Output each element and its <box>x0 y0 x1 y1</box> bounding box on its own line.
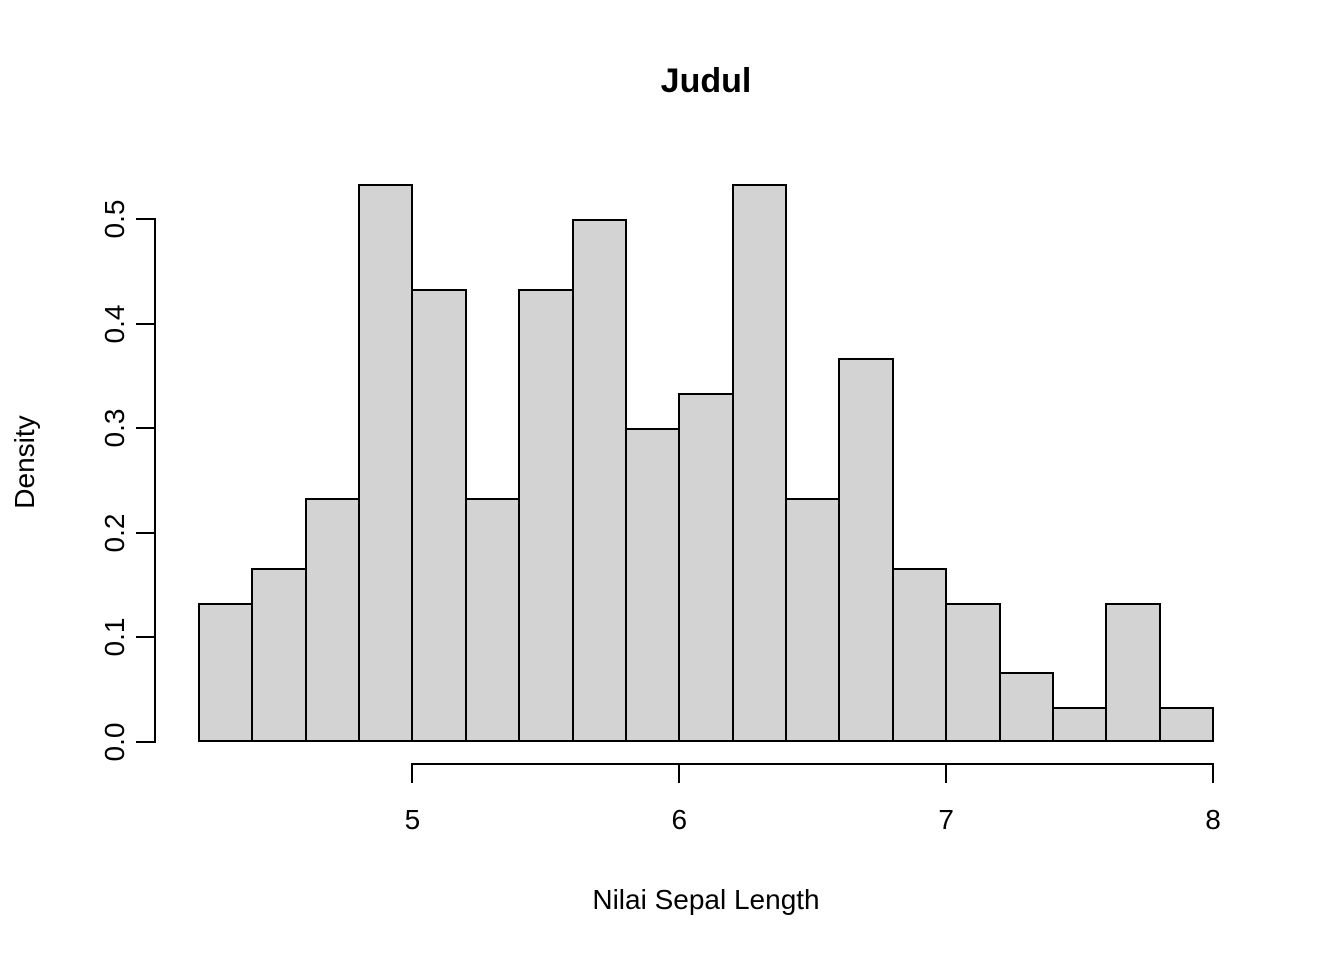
y-axis-tick <box>136 636 154 639</box>
histogram-bar <box>731 184 788 742</box>
x-axis-tick <box>1211 763 1214 783</box>
x-tick-label: 6 <box>671 804 688 835</box>
x-axis-tick <box>945 763 948 783</box>
y-axis-title: Density <box>9 415 40 509</box>
y-axis-tick <box>136 322 154 325</box>
x-axis-line <box>411 763 1214 765</box>
histogram-bar <box>838 358 894 742</box>
histogram-bar <box>411 288 467 742</box>
histogram-bar <box>198 602 254 742</box>
x-tick-label: 8 <box>1205 804 1221 835</box>
y-axis-line <box>154 218 156 743</box>
histogram-bar <box>251 567 307 742</box>
histogram-bar <box>571 219 627 742</box>
histogram-bar <box>1158 707 1214 742</box>
histogram-bar <box>998 672 1054 742</box>
histogram-bar <box>945 602 1001 742</box>
histogram-bar <box>678 393 734 742</box>
histogram-bar <box>891 567 948 742</box>
histogram-bar <box>1105 602 1161 742</box>
y-tick-label: 0.1 <box>99 617 130 657</box>
x-tick-label: 7 <box>938 804 954 835</box>
histogram-bar <box>464 497 521 742</box>
y-tick-label: 0.0 <box>99 722 130 762</box>
x-axis-title: Nilai Sepal Length <box>592 884 820 915</box>
histogram-bar <box>1051 707 1108 742</box>
histogram-bar <box>624 428 681 742</box>
histogram-bar <box>785 497 841 742</box>
y-tick-label: 0.4 <box>99 304 130 344</box>
y-tick-label: 0.2 <box>99 513 130 553</box>
y-axis-tick <box>136 741 154 743</box>
y-axis-tick <box>136 218 154 220</box>
y-tick-label: 0.5 <box>99 199 130 239</box>
y-tick-label: 0.3 <box>99 408 130 448</box>
y-axis-tick <box>136 531 154 534</box>
x-axis-tick <box>678 763 681 783</box>
histogram-bar <box>358 184 414 742</box>
histogram-bar <box>304 497 361 742</box>
y-axis-tick <box>136 427 154 430</box>
x-tick-label: 5 <box>404 804 421 835</box>
chart-title: Judul <box>660 62 752 100</box>
histogram-bar <box>518 288 574 742</box>
x-axis-tick <box>411 763 414 783</box>
